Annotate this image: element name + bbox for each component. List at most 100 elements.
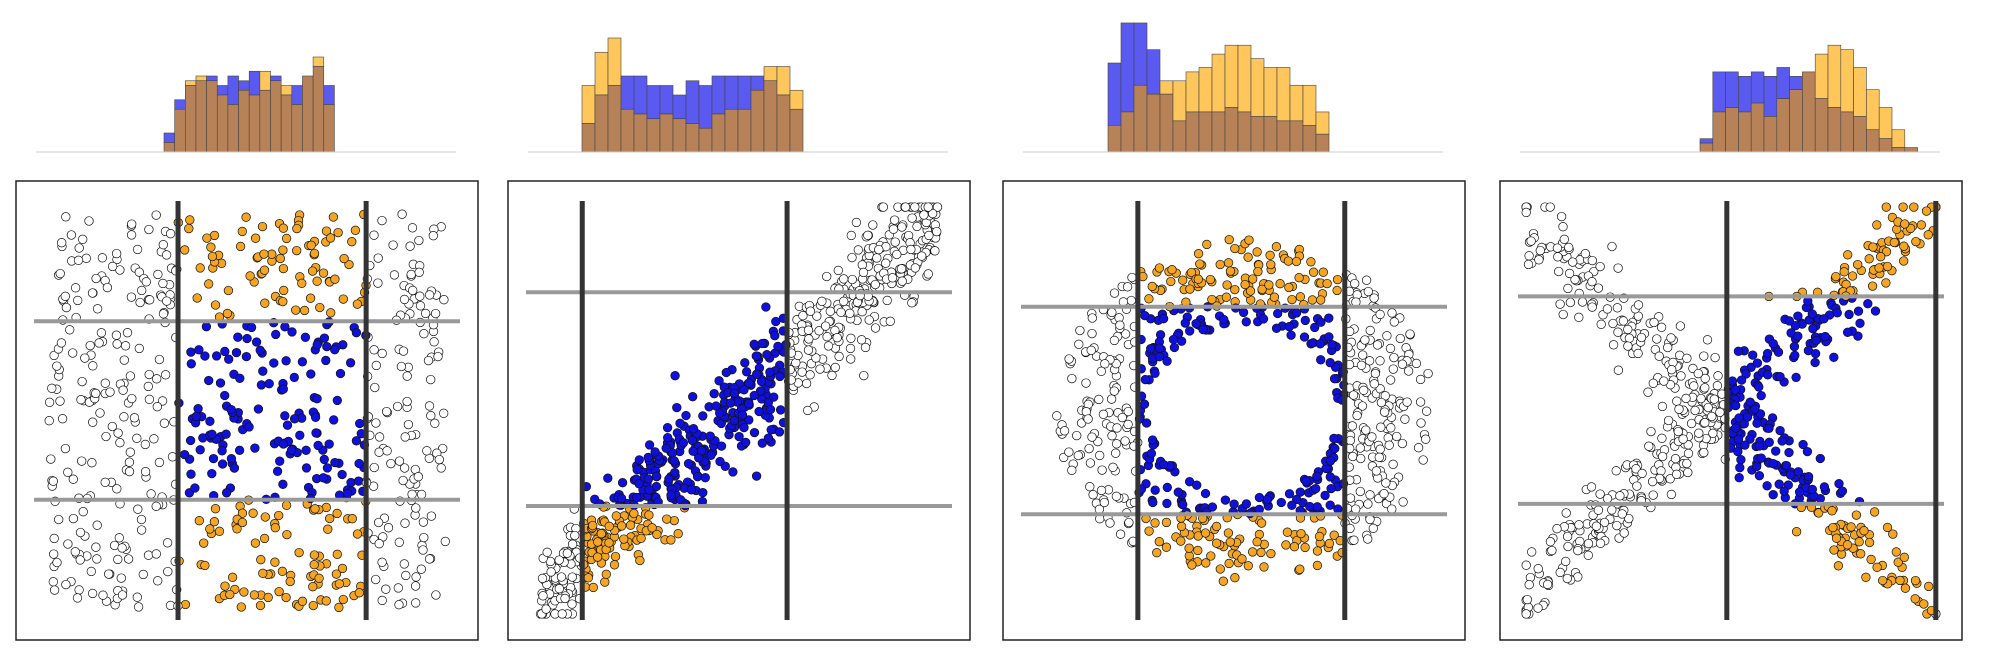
scatter-point [878,202,888,212]
scatter-point [1791,372,1801,383]
histogram-bar-top [724,75,739,110]
scatter-point [1573,545,1583,556]
scatter-point [762,350,772,360]
scatter-point [672,402,682,413]
scatter-point [167,452,178,462]
scatter-point [1583,550,1593,560]
scatter-point [1281,540,1291,550]
scatter-point [1379,489,1389,499]
scatter-point [619,534,629,544]
scatter-point [377,215,387,226]
scatter-point [1088,490,1098,500]
scatter-point [144,369,154,380]
scatter-point [1195,259,1205,269]
scatter-point [1617,509,1627,519]
scatter-point [1790,350,1800,361]
scatter-point [1608,318,1618,329]
scatter-point [1314,531,1325,542]
scatter-point [1324,332,1334,342]
scatter-point [1699,447,1709,458]
scatter-point [191,411,201,422]
scatter-point [208,453,219,464]
scatter-point [1842,327,1853,337]
scatter-point [1864,254,1874,264]
scatter-point [1552,524,1562,534]
scatter-point [1521,207,1531,218]
scatter-point [394,456,405,466]
scatter-point [132,433,142,443]
scatter-point [161,250,172,260]
scatter-point [350,225,361,235]
scatter-point [1553,252,1563,262]
histogram-bar-overlap [1891,147,1906,153]
scatter-point [814,326,824,336]
scatter-point [220,581,230,591]
scatter-point [1085,458,1096,468]
scatter-point [739,385,749,395]
histogram-bar-top [174,99,186,110]
scatter-point [44,416,54,426]
scatter-point [180,599,191,610]
scatter-point [741,437,751,448]
histogram-bar-top [1776,67,1790,99]
scatter-point [52,361,62,371]
scatter-point [66,230,77,240]
scatter-point [86,566,96,577]
scatter-point [96,328,107,338]
scatter-point [1707,411,1717,422]
scatter-point [1693,368,1703,379]
scatter-point [426,411,436,421]
scatter-point [1358,350,1368,360]
scatter-point [1868,242,1878,252]
scatter-point [1591,521,1602,531]
scatter-point [377,557,387,567]
scatter-point [287,327,297,337]
histogram-bar-overlap [1776,98,1790,153]
scatter-point [322,463,333,473]
scatter-point [144,224,154,235]
scatter-point [1205,274,1216,285]
scatter-point [1258,314,1269,324]
scatter-point [321,355,331,366]
scatter-point [1636,332,1647,343]
scatter-point [200,560,210,571]
scatter-point [744,399,754,409]
scatter-point [140,467,151,477]
histogram-4 [1520,44,1940,153]
scatter-point [1798,439,1808,450]
scatter-point [153,269,163,280]
scatter-point [1310,322,1320,333]
scatter-point [1266,259,1276,270]
scatter-point [1924,581,1934,592]
scatter-point [666,490,676,500]
histogram-bar-top [1211,53,1226,113]
scatter-point [1666,333,1676,343]
scatter-point [1613,327,1623,337]
histogram-bar-top [206,75,218,82]
scatter-point [418,545,428,555]
scatter-point [48,476,58,486]
scatter-point [439,408,449,418]
scatter-point [775,405,786,415]
scatter-point [1162,482,1172,493]
scatter-point [314,573,324,583]
scatter-point [1120,436,1130,446]
scatter-point [1325,358,1335,368]
scatter-point [297,596,308,606]
scatter-point [1397,438,1408,449]
scatter-point [1659,376,1669,386]
scatter-point [1851,510,1862,520]
scatter-point [1752,358,1763,368]
scatter-point [1112,423,1122,433]
scatter-point [1140,374,1151,385]
histogram-bar-overlap [1263,116,1278,153]
scatter-point [195,263,205,273]
scatter-point [1275,279,1285,289]
scatter-point [1252,247,1262,257]
histogram-bar-overlap [1172,120,1187,153]
scatter-point [1674,404,1684,414]
scatter-point [749,390,759,401]
scatter-point [739,422,749,433]
scatter-point [1284,489,1295,499]
scatter-point [737,410,748,420]
